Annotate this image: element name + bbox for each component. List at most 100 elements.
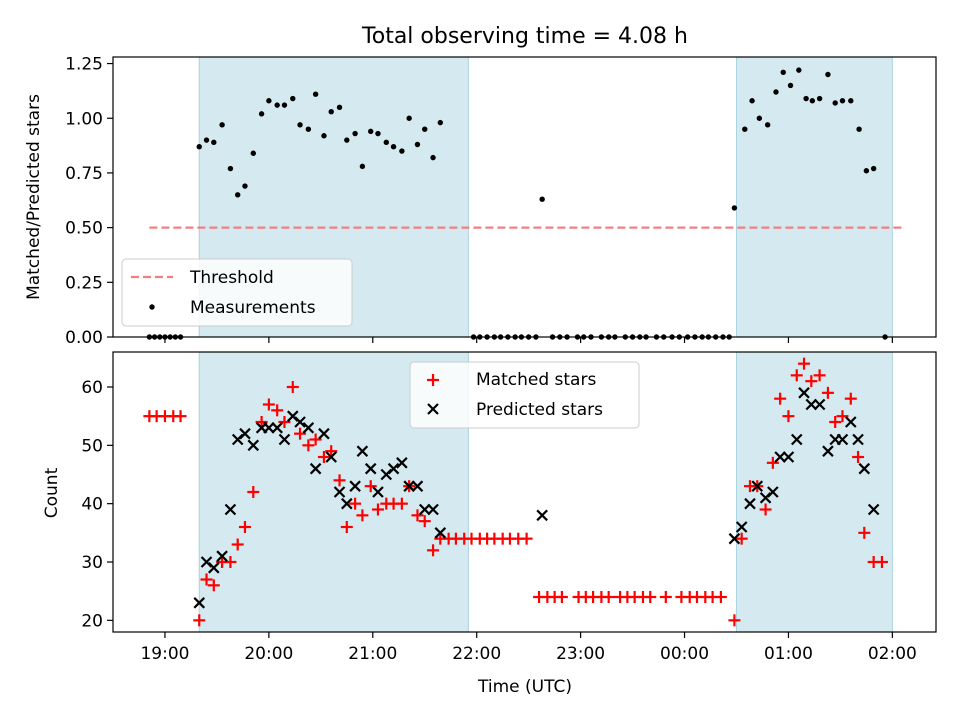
matched-star-marker (247, 486, 260, 498)
x-stroke-b (216, 550, 228, 562)
matched-star-marker (395, 497, 408, 510)
matched-star-marker (829, 416, 842, 428)
measurement-point (832, 100, 838, 106)
top-y-tick-label: 0.25 (65, 273, 103, 293)
x-stroke-b (852, 433, 864, 446)
measurement-point (321, 133, 327, 139)
predicted-star-marker (782, 451, 795, 463)
matched-star-marker (364, 480, 377, 493)
predicted-star-marker (836, 433, 849, 446)
matched-star-marker (231, 538, 244, 551)
predicted-star-marker (852, 433, 864, 446)
top-y-tick-label: 1.25 (65, 55, 103, 75)
x-stroke-b (239, 427, 251, 440)
x-tick-label: 00:00 (660, 644, 709, 664)
top-plot-layer: 0.00 0.25 0.50 0.75 1.00 1.25 (65, 55, 937, 348)
matched-star-marker (759, 503, 772, 516)
top-axes-frame (112, 56, 937, 338)
measurement-point (250, 150, 256, 156)
measurement-point (756, 115, 763, 121)
x-axis-label: Time (UTC) (477, 677, 572, 697)
measurement-point (839, 98, 846, 104)
predicted-star-marker (858, 462, 871, 475)
measurement-point (406, 115, 412, 121)
top-legend-box (121, 258, 353, 327)
measurement-point (281, 102, 288, 108)
measurement-point (328, 108, 334, 115)
x-stroke-b (302, 422, 315, 434)
top-y-tick-label: 0.75 (65, 164, 103, 184)
predicted-star-marker (294, 416, 306, 428)
bottom-axes-frame (112, 351, 937, 633)
measurement-point (196, 143, 202, 150)
x-stroke-b (372, 486, 384, 498)
matched-star-marker (193, 614, 206, 627)
predicted-star-marker (247, 439, 260, 452)
matched-star-marker (238, 521, 251, 533)
predicted-star-marker (735, 521, 748, 533)
measurement-point (383, 139, 389, 146)
measurement-point (227, 165, 234, 172)
predicted-star-marker (309, 462, 322, 475)
measurement-point (305, 126, 312, 132)
matched-star-marker (271, 404, 284, 417)
bottom-y-tick-label: 20 (81, 611, 103, 631)
top-y-axis-label: Matched/Predicted stars (24, 94, 44, 300)
x-stroke-b (774, 451, 786, 463)
matched-star-marker (790, 369, 803, 382)
matched-star-marker (735, 532, 748, 545)
predicted-star-marker (774, 451, 786, 463)
x-stroke-b (805, 398, 818, 411)
x-stroke-b (427, 503, 439, 516)
predicted-star-marker (744, 497, 756, 510)
matched-star-marker (714, 591, 727, 603)
measurement-point (742, 126, 748, 132)
predicted-star-marker (728, 532, 741, 545)
measurement-point (796, 67, 802, 73)
chart-title: Total observing time = 4.08 h (361, 24, 688, 49)
predicted-star-marker (813, 398, 826, 411)
measurement-point (773, 89, 779, 95)
measurement-point (274, 102, 280, 108)
predicted-star-marker (434, 527, 447, 539)
predicted-star-marker (341, 497, 353, 510)
x-stroke-b (782, 451, 795, 463)
legend-predicted-label: Predicted stars (476, 400, 603, 420)
measurement-point (203, 137, 210, 143)
bottom-y-axis-label: Count (42, 467, 62, 518)
measurement-point (390, 143, 397, 150)
matched-star-marker (844, 392, 857, 405)
x-stroke-b (728, 532, 741, 545)
x-tick-label: 02:00 (868, 644, 917, 664)
measurement-point (437, 119, 444, 126)
x-stroke-b (318, 427, 330, 440)
matched-star-marker (852, 451, 865, 463)
x-stroke-b (418, 503, 431, 516)
measurement-point (803, 95, 809, 102)
x-stroke-b (767, 486, 779, 498)
measurement-point (870, 165, 877, 172)
bottom-legend: Matched stars Predicted stars (409, 361, 640, 429)
x-tick-label: 20:00 (244, 644, 293, 664)
measurement-point (414, 141, 421, 148)
matched-star-marker (427, 544, 440, 557)
predicted-star-marker (427, 503, 439, 516)
matched-star-marker (602, 591, 615, 603)
predicted-star-marker (364, 462, 377, 475)
predicted-star-marker (325, 451, 337, 463)
predicted-star-marker (216, 550, 228, 562)
top-y-tick-label: 0.50 (65, 219, 103, 239)
matched-star-marker (356, 509, 369, 522)
measurement-point (258, 111, 265, 117)
matched-star-marker (766, 456, 779, 469)
matched-star-marker (174, 410, 187, 423)
x-stroke-b (247, 439, 260, 452)
top-panel: 0.00 0.25 0.50 0.75 1.00 1.25 Matched/Predict… (24, 55, 937, 348)
bottom-y-tick-label: 60 (81, 378, 103, 398)
matched-star-marker (774, 392, 787, 405)
measurement-point (234, 192, 241, 198)
matched-star-marker (340, 521, 353, 533)
measurement-point (297, 122, 303, 128)
x-stroke-b (309, 462, 322, 475)
